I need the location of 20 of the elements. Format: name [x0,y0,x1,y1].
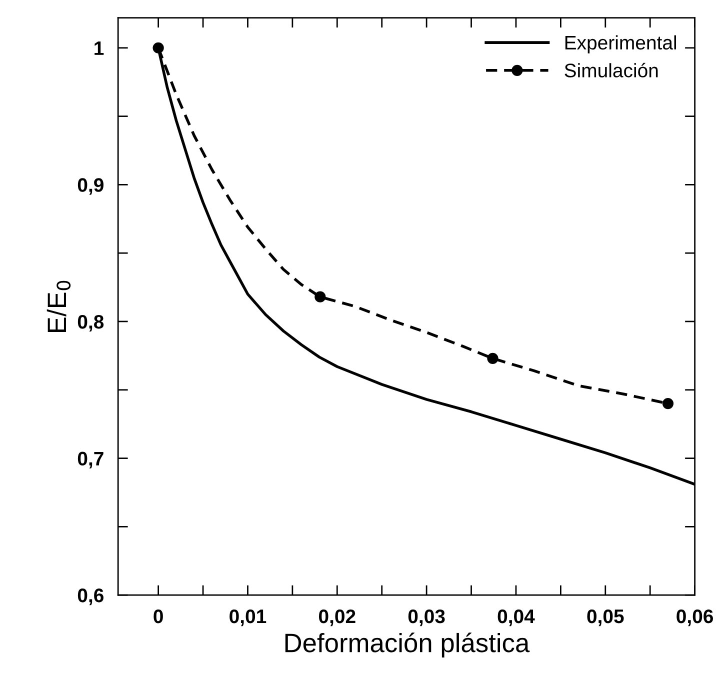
x-tick-label: 0,04 [498,609,535,626]
legend-label: Experimental [565,35,676,54]
y-tick-label: 0,8 [78,314,104,332]
x-tick-label: 0,03 [408,609,445,626]
y-tick-label: 0,9 [78,178,104,195]
y-tick-label: 1 [94,42,104,55]
x-axis-title: Deformación plástica [285,632,530,658]
y-tick-label: 0,6 [78,588,104,606]
y-tick-label: 0,7 [78,452,104,468]
point [662,398,674,410]
x-tick-label: 0 [154,609,163,624]
x-tick-label: 0,01 [230,609,266,626]
point [314,291,326,302]
x-tick-label: 0,05 [587,609,624,626]
y-axis-title: E/E$_{0}$ [46,280,71,332]
point [152,42,164,54]
legend-label: Simulación [564,62,658,78]
x-tick-label: 0,06 [676,609,714,626]
x-tick-label: 0,02 [318,609,356,626]
point [487,352,498,364]
